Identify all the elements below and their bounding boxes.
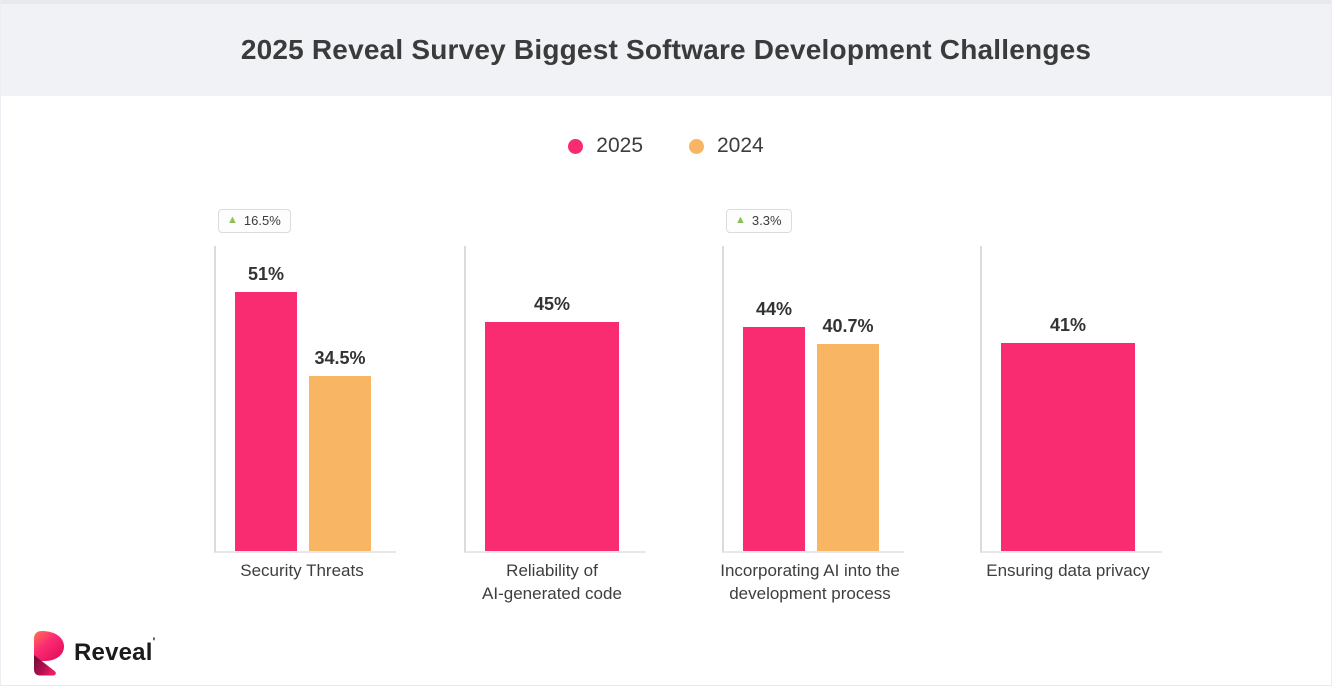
- category-line: Ensuring data privacy: [986, 561, 1150, 580]
- category-line: Reliability of: [506, 561, 598, 580]
- category-label: Ensuring data privacy: [943, 560, 1193, 583]
- bar-value-label: 45%: [533, 294, 571, 314]
- plot-area: 51% 34.5%: [214, 246, 396, 553]
- category-label: Reliability of AI-generated code: [427, 560, 677, 606]
- category-line: AI-generated code: [482, 583, 622, 603]
- category-label: Security Threats: [177, 560, 427, 583]
- bar-cell: 45%: [485, 294, 619, 551]
- bar-cell: 51%: [235, 264, 297, 551]
- bars-row: 41%: [1001, 315, 1135, 551]
- category-line: Incorporating AI into the: [720, 561, 900, 580]
- bar-chart: ▲ 16.5% 51% 34.5% Security Threats 45% Reliabi…: [1, 209, 1331, 619]
- bar-cell: 40.7%: [817, 316, 879, 551]
- plot-area: 44% 40.7%: [722, 246, 904, 553]
- page-title: 2025 Reveal Survey Biggest Software Deve…: [240, 34, 1092, 65]
- change-badge: ▲ 3.3%: [726, 209, 792, 233]
- bar-2025: [235, 292, 297, 551]
- bars-row: 44% 40.7%: [743, 299, 879, 551]
- bar-cell: 41%: [1001, 315, 1135, 551]
- legend-item-2025: 2025: [568, 134, 643, 158]
- plot-area: 41%: [980, 246, 1162, 553]
- trademark-mark: ': [152, 636, 156, 648]
- triangle-up-icon: ▲: [735, 214, 746, 226]
- badge-value: 16.5%: [243, 213, 281, 228]
- reveal-logo: Reveal': [31, 630, 155, 676]
- legend-label-2025: 2025: [596, 134, 643, 157]
- legend-label-2024: 2024: [717, 134, 764, 157]
- bar-value-label: 41%: [1049, 315, 1087, 335]
- legend-item-2024: 2024: [689, 134, 764, 158]
- plot-area: 45%: [464, 246, 646, 553]
- bars-row: 45%: [485, 294, 619, 551]
- bars-row: 51% 34.5%: [235, 264, 371, 551]
- reveal-logo-icon: [34, 631, 64, 676]
- bar-2025: [485, 322, 619, 551]
- header-banner: 2025 Reveal Survey Biggest Software Deve…: [1, 4, 1331, 96]
- category-line: Security Threats: [240, 561, 364, 580]
- bar-cell: 44%: [743, 299, 805, 551]
- bar-2025: [743, 327, 805, 551]
- bar-value-label: 44%: [755, 299, 793, 319]
- bar-2025: [1001, 343, 1135, 551]
- legend-swatch-2025-icon: [568, 138, 584, 154]
- change-badge: ▲ 16.5%: [218, 209, 291, 233]
- triangle-up-icon: ▲: [227, 214, 238, 226]
- bar-cell: 34.5%: [309, 348, 371, 551]
- bar-value-label: 40.7%: [822, 316, 874, 336]
- category-label: Incorporating AI into the development pro…: [685, 560, 935, 606]
- legend-swatch-2024-icon: [689, 138, 704, 154]
- category-line: development process: [729, 583, 891, 603]
- bar-value-label: 34.5%: [314, 348, 366, 368]
- reveal-logo-text: Reveal': [74, 636, 156, 667]
- bar-2024: [817, 344, 879, 551]
- badge-value: 3.3%: [751, 213, 782, 228]
- chart-legend: 2025 2024: [1, 134, 1331, 158]
- bar-2024: [309, 376, 371, 551]
- logo-wordmark: Reveal: [74, 639, 153, 666]
- bar-value-label: 51%: [247, 264, 285, 284]
